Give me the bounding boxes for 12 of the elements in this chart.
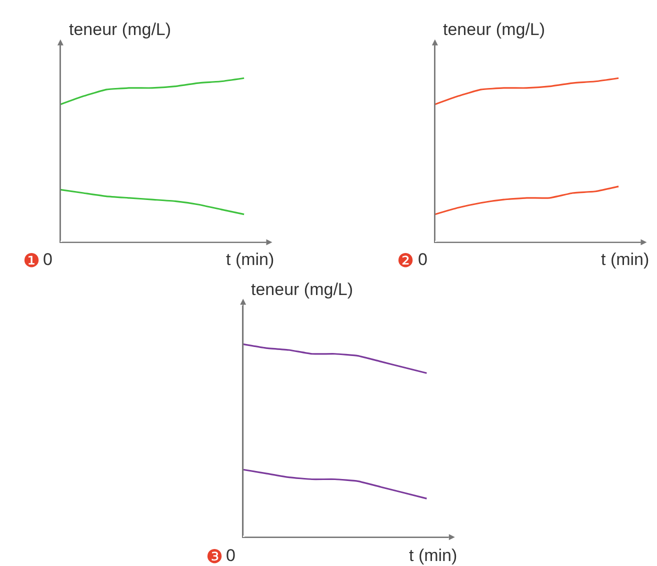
y-axis-title: teneur (mg/L) — [69, 20, 172, 39]
text: ❷ — [397, 250, 414, 272]
text: 0 — [226, 546, 236, 565]
text: ❸ — [206, 546, 224, 566]
x-axis-title: t (min) — [601, 250, 650, 269]
text: ❶ — [23, 250, 40, 272]
y-axis-title: teneur (mg/L) — [251, 280, 354, 299]
x-axis-title: t (min) — [226, 250, 274, 269]
text: 0 — [418, 250, 428, 269]
x-axis-title: t (min) — [409, 546, 458, 565]
y-axis-title: teneur (mg/L) — [443, 20, 546, 39]
text: 0 — [43, 250, 52, 269]
